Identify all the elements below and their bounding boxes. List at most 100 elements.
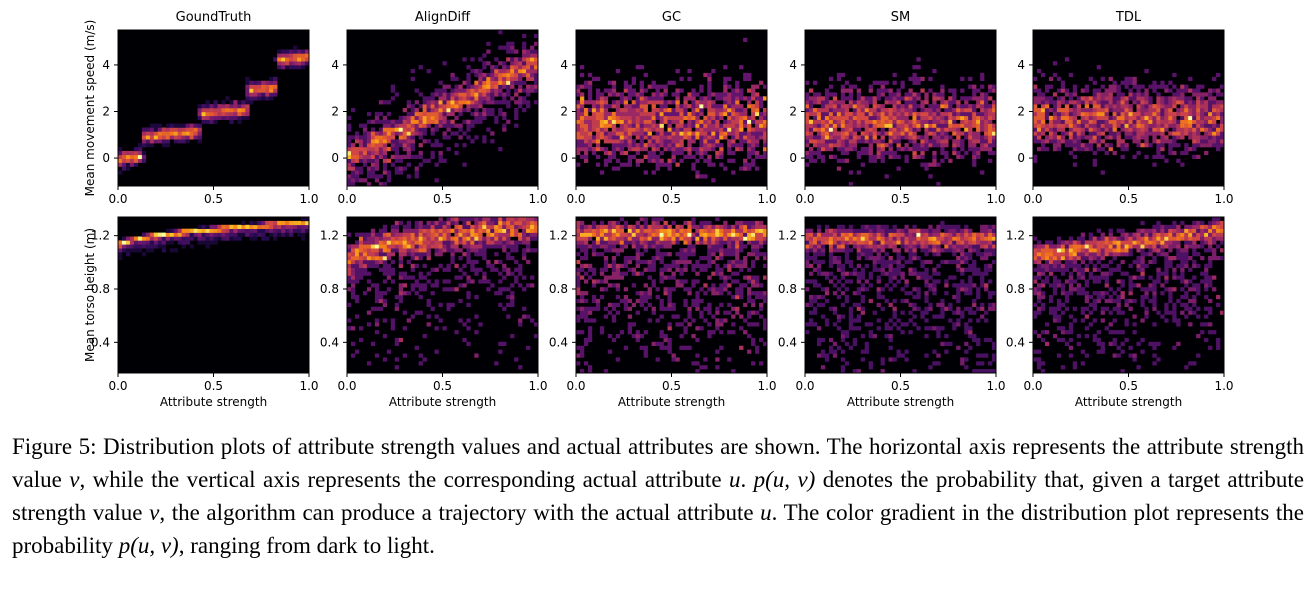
heatmap-cell — [145, 127, 151, 132]
heatmap-cell — [896, 96, 901, 101]
heatmap-cell — [502, 127, 507, 132]
heatmap-cell — [599, 267, 605, 272]
heatmap-cell — [506, 57, 511, 62]
heatmap-cell — [852, 143, 858, 148]
heatmap-cell — [824, 322, 830, 327]
heatmap-cell — [153, 236, 159, 241]
heatmap-cell — [623, 104, 629, 109]
heatmap-cell — [679, 158, 684, 163]
heatmap-cell — [755, 119, 760, 124]
heatmap-cell — [972, 147, 977, 152]
heatmap-cell — [591, 147, 597, 152]
heatmap-cell — [269, 92, 274, 97]
heatmap-cell — [615, 220, 621, 226]
heatmap-cell — [514, 259, 519, 265]
heatmap-cell — [675, 139, 680, 144]
heatmap-cell — [699, 228, 704, 233]
heatmap-cell — [805, 330, 810, 335]
heatmap-cell — [755, 166, 760, 171]
heatmap-cell — [583, 314, 589, 319]
heatmap-cell — [715, 217, 720, 222]
heatmap-cell — [354, 349, 360, 354]
heatmap-cell — [723, 65, 728, 70]
heatmap-cell — [510, 224, 515, 229]
heatmap-cell — [173, 127, 178, 132]
heatmap-cell — [988, 143, 993, 148]
heatmap-cell — [924, 111, 929, 117]
heatmap-cell — [583, 100, 589, 105]
heatmap-cell — [374, 174, 380, 179]
heatmap-cell — [579, 224, 585, 229]
heatmap-cell — [691, 88, 696, 93]
heatmap-cell — [518, 283, 523, 288]
heatmap-cell — [422, 96, 427, 101]
heatmap-cell — [864, 115, 869, 120]
heatmap-cell — [675, 162, 680, 167]
heatmap-cell — [470, 111, 475, 117]
heatmap-cell — [667, 236, 672, 241]
heatmap-cell — [944, 349, 949, 354]
heatmap-cell — [370, 131, 376, 136]
heatmap-cell — [354, 267, 360, 272]
heatmap-cell — [884, 143, 889, 148]
heatmap-cell — [217, 108, 222, 113]
heatmap-cell — [707, 123, 712, 128]
heatmap-cell — [229, 119, 234, 124]
heatmap-cell — [378, 295, 384, 300]
heatmap-cell — [434, 314, 439, 319]
heatmap-cell — [410, 131, 415, 136]
heatmap-cell — [812, 306, 818, 311]
heatmap-cell — [611, 337, 617, 343]
heatmap-cell — [486, 41, 491, 46]
heatmap-cell — [832, 96, 838, 101]
heatmap-cell — [868, 271, 873, 276]
heatmap-cell — [864, 341, 869, 346]
heatmap-cell — [398, 232, 404, 237]
heatmap-cell — [305, 217, 310, 222]
heatmap-cell — [739, 143, 744, 148]
heatmap-cell — [374, 240, 380, 245]
heatmap-cell — [197, 240, 202, 245]
heatmap-cell — [703, 123, 708, 128]
heatmap-cell — [378, 174, 384, 179]
heatmap-cell — [366, 131, 372, 136]
heatmap-cell — [900, 131, 905, 136]
heatmap-cell — [583, 158, 589, 163]
heatmap-cell — [446, 302, 451, 307]
heatmap-cell — [530, 57, 535, 62]
heatmap-cell — [816, 127, 822, 132]
heatmap-cell — [599, 104, 605, 109]
heatmap-cell — [747, 96, 752, 101]
heatmap-cell — [731, 135, 736, 140]
heatmap-cell — [390, 322, 396, 327]
heatmap-cell — [856, 318, 862, 323]
heatmap-cell — [595, 236, 601, 241]
heatmap-cell — [446, 244, 451, 249]
heatmap-cell — [912, 65, 917, 70]
heatmap-cell — [828, 271, 834, 276]
heatmap-cell — [583, 111, 589, 117]
heatmap-cell — [603, 88, 609, 93]
heatmap-cell — [410, 147, 415, 152]
heatmap-cell — [514, 275, 519, 280]
heatmap-cell — [438, 263, 443, 268]
y-tick-label: 1.2 — [91, 229, 110, 243]
heatmap-cell — [711, 236, 716, 241]
heatmap-cell — [840, 337, 846, 343]
heatmap-cell — [960, 108, 965, 113]
heatmap-cell — [446, 267, 451, 272]
heatmap-cell — [864, 345, 869, 350]
heatmap-cell — [687, 135, 692, 140]
heatmap-cell — [820, 96, 826, 101]
heatmap-cell — [502, 240, 507, 245]
heatmap-cell — [347, 326, 352, 331]
heatmap-cell — [727, 139, 732, 144]
heatmap-cell — [932, 139, 937, 144]
heatmap-cell — [836, 236, 842, 241]
heatmap-cell — [727, 267, 732, 272]
heatmap-cell — [486, 217, 491, 222]
heatmap-cell — [719, 302, 724, 307]
heatmap-cell — [434, 162, 439, 167]
heatmap-cell — [892, 244, 897, 249]
heatmap-cell — [245, 80, 250, 85]
